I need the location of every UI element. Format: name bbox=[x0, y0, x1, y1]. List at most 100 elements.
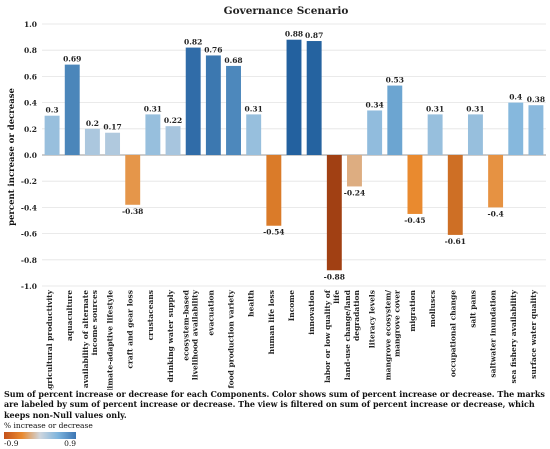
legend-gradient bbox=[4, 432, 76, 439]
bar bbox=[64, 64, 80, 155]
x-tick-label: Income bbox=[287, 290, 296, 321]
x-tick-label-line: surface water quality bbox=[529, 289, 538, 378]
x-tick-label: craft and gear loss bbox=[126, 290, 135, 369]
x-tick-label: health bbox=[247, 289, 256, 316]
x-tick-label-line: degradation bbox=[352, 289, 361, 340]
bar bbox=[407, 155, 423, 214]
x-tick-label: occupational change bbox=[448, 290, 457, 377]
x-tick-label-line: sea fishery availability bbox=[509, 289, 518, 383]
x-tick-label-line: salt pans bbox=[468, 290, 477, 328]
bar-value-label: 0.31 bbox=[426, 104, 444, 113]
x-tick-label-line: molluscs bbox=[428, 290, 437, 327]
y-tick-label: 0.0 bbox=[24, 151, 37, 160]
x-tick-label-line: livelihood availability bbox=[191, 289, 200, 380]
x-tick-label: crustaceans bbox=[146, 290, 155, 340]
x-tick-label: ecosystem-based livelihood availability bbox=[182, 289, 200, 380]
y-axis-ticks: 1.0 0.8 0.6 0.4 0.2 0.0 -0.2 -0.4 -0.6 -0.8 -1.0 bbox=[21, 20, 37, 291]
bar bbox=[326, 155, 342, 271]
bar bbox=[528, 105, 544, 155]
y-tick-label: -1.0 bbox=[21, 282, 37, 291]
x-tick-label: molluscs bbox=[428, 290, 437, 327]
bar bbox=[165, 126, 181, 155]
x-tick-label-line: craft and gear loss bbox=[126, 290, 135, 369]
x-tick-label-line: food production variety bbox=[227, 289, 236, 388]
x-tick-label-line: occupational change bbox=[448, 290, 457, 377]
bar bbox=[387, 85, 403, 155]
y-tick-label: -0.4 bbox=[21, 203, 37, 212]
bar bbox=[226, 65, 241, 155]
x-tick-label-line: life bbox=[332, 290, 341, 304]
y-tick-label: 0.8 bbox=[24, 46, 37, 55]
bar-value-label: -0.61 bbox=[445, 237, 466, 246]
x-tick-label: surface water quality bbox=[529, 289, 538, 378]
x-tick-label-line: climate-adaptive lifestyle bbox=[106, 290, 115, 390]
bar-value-label: -0.4 bbox=[488, 209, 504, 218]
x-tick-label: sea fishery availability bbox=[509, 289, 518, 383]
x-tick-label-line: ecosystem-based bbox=[182, 289, 191, 361]
x-tick-label-line: literacy levels bbox=[368, 290, 377, 348]
bar bbox=[44, 115, 60, 155]
bar-value-label: -0.54 bbox=[263, 228, 284, 237]
bar-value-label: 0.76 bbox=[204, 45, 222, 54]
x-tick-label-line: evacuation bbox=[206, 289, 215, 335]
x-tick-label-line: mangrove cover bbox=[392, 289, 401, 357]
x-tick-label-line: saltwater inundation bbox=[489, 289, 498, 377]
x-tick-label-line: aquaculture bbox=[65, 290, 74, 341]
bar-value-label: 0.87 bbox=[305, 31, 323, 40]
x-tick-label-line: land-use change/land bbox=[343, 289, 352, 380]
y-tick-label: 0.4 bbox=[24, 99, 37, 108]
x-tick-label: migration bbox=[408, 289, 417, 331]
bar-value-label: -0.88 bbox=[324, 272, 345, 281]
bar-value-label: 0.53 bbox=[386, 76, 404, 85]
x-tick-label-line: innovation bbox=[307, 289, 316, 334]
bars bbox=[44, 39, 544, 271]
bar bbox=[447, 155, 463, 235]
y-tick-label: -0.8 bbox=[21, 256, 37, 265]
x-tick-label: human life loss bbox=[267, 290, 276, 354]
bar-value-label: 0.31 bbox=[466, 104, 484, 113]
x-tick-label-line: drinking water supply bbox=[166, 289, 175, 382]
bar bbox=[266, 155, 282, 226]
bar-value-label: 0.4 bbox=[509, 93, 522, 102]
x-tick-label: drinking water supply bbox=[166, 289, 175, 382]
color-legend: % increase or decrease -0.9 0.9 bbox=[4, 421, 114, 448]
x-tick-label: saltwater inundation bbox=[489, 289, 498, 377]
bar-value-label: 0.88 bbox=[285, 30, 303, 39]
value-labels: 0.30.690.2 0.17-0.380.310.220.820.760.680… bbox=[46, 30, 546, 282]
bar bbox=[205, 55, 221, 155]
x-tick-label-line: health bbox=[247, 289, 256, 316]
x-tick-label: food production variety bbox=[227, 289, 236, 388]
bar-value-label: 0.38 bbox=[527, 95, 545, 104]
bar bbox=[306, 41, 322, 155]
bar bbox=[467, 114, 483, 155]
bar bbox=[347, 155, 362, 187]
bar-value-label: 0.2 bbox=[86, 119, 99, 128]
x-tick-label: labor or low quality of life bbox=[323, 289, 341, 383]
y-axis-label: percent increase or decrease bbox=[7, 87, 17, 225]
bar-value-label: 0.34 bbox=[365, 100, 383, 109]
bar-chart: Governance Scenario percent increase or … bbox=[7, 5, 546, 390]
bar-value-label: -0.24 bbox=[344, 188, 365, 197]
x-tick-label: climate-adaptive lifestyle bbox=[106, 290, 115, 390]
y-tick-label: 0.2 bbox=[24, 125, 37, 134]
x-tick-label: land-use change/land degradation bbox=[343, 289, 361, 380]
x-tick-label: availability of alternate income sources bbox=[81, 290, 99, 388]
x-tick-label: evacuation bbox=[206, 289, 215, 335]
bar-value-label: -0.38 bbox=[122, 207, 143, 216]
chart-title: Governance Scenario bbox=[224, 5, 349, 17]
x-tick-label: Agricultural productivity bbox=[45, 289, 54, 390]
bar bbox=[286, 39, 302, 155]
x-tick-label-line: human life loss bbox=[267, 290, 276, 354]
bar bbox=[367, 110, 383, 155]
bar bbox=[508, 102, 524, 155]
x-tick-label-line: crustaceans bbox=[146, 290, 155, 340]
x-tick-label: literacy levels bbox=[368, 290, 377, 348]
chart-caption: Sum of percent increase or decrease for … bbox=[4, 389, 545, 420]
legend-min-label: -0.9 bbox=[4, 439, 19, 448]
bar-value-label: 0.17 bbox=[103, 123, 121, 132]
x-tick-label: mangrove ecosystem/mangrove cover bbox=[383, 289, 401, 380]
x-tick-label-line: migration bbox=[408, 289, 417, 331]
x-tick-label-line: labor or low quality of bbox=[323, 289, 332, 383]
bar-value-label: 0.22 bbox=[164, 116, 182, 125]
bar-value-label: 0.31 bbox=[245, 104, 263, 113]
